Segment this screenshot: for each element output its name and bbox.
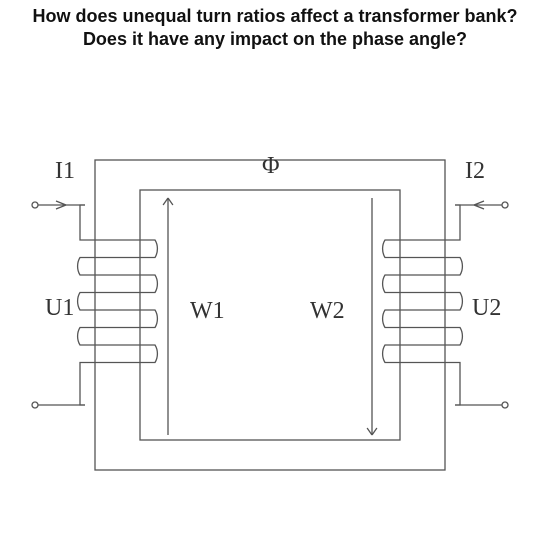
label-w2: W2 <box>310 298 345 325</box>
transformer-diagram: I1 I2 U1 U2 W1 W2 Φ <box>0 50 550 520</box>
label-phi: Φ <box>262 153 280 180</box>
diagram-svg <box>0 50 550 520</box>
label-i1: I1 <box>55 158 75 185</box>
label-w1: W1 <box>190 298 225 325</box>
label-u1: U1 <box>45 295 74 322</box>
label-u2: U2 <box>472 295 501 322</box>
page-title: How does unequal turn ratios affect a tr… <box>0 0 550 50</box>
label-i2: I2 <box>465 158 485 185</box>
